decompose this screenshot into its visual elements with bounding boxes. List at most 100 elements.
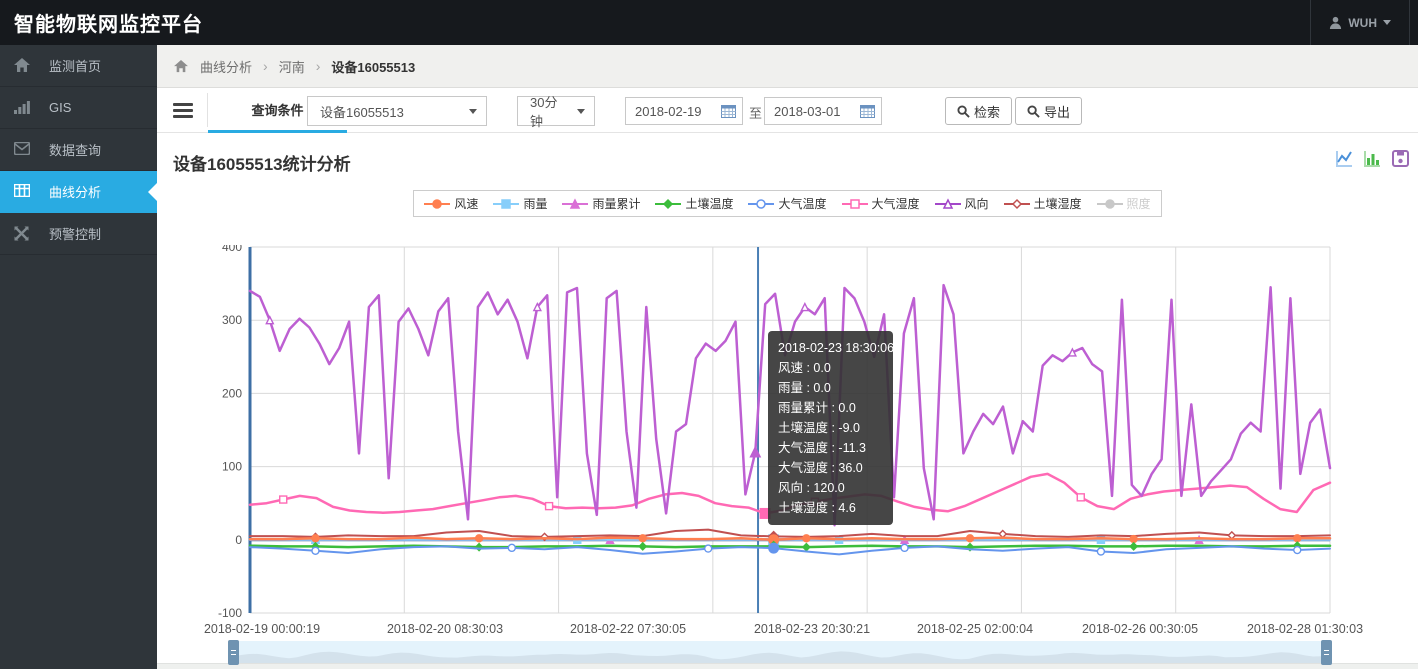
legend-marker-triangle (934, 197, 961, 209)
sidebar-item-5[interactable]: 预警控制 (0, 213, 157, 255)
breadcrumb-separator: › (315, 58, 321, 74)
svg-text:2018-02-20 08:30:03: 2018-02-20 08:30:03 (387, 622, 503, 636)
home-icon (174, 59, 188, 73)
breadcrumb-item-3: 设备16055513 (331, 59, 416, 75)
table-icon (14, 183, 32, 200)
export-button-label: 导出 (1044, 104, 1071, 120)
datazoom-slider[interactable] (157, 640, 1418, 665)
date-from-input[interactable]: 2018-02-19 (625, 97, 743, 125)
legend-item-4[interactable]: 土壤温度 (655, 195, 733, 212)
calendar-icon[interactable] (721, 104, 736, 118)
legend-item-5[interactable]: 大气温度 (748, 195, 827, 212)
legend-label: 照度 (1126, 197, 1151, 211)
chevron-down-icon (577, 109, 585, 114)
legend-item-9[interactable]: 照度 (1096, 195, 1151, 212)
svg-text:300: 300 (222, 313, 242, 327)
legend-label: 雨量累计 (592, 197, 641, 211)
line-chart[interactable]: 400 300 200 100 0 -100 2018-02-19 00:00:19 2018… (157, 245, 1418, 640)
query-toolbar: 查询条件 设备16055513 30分钟 2018-02-19 至 2018-0… (157, 88, 1418, 133)
svg-text:400: 400 (222, 245, 242, 254)
arrows-icon (14, 226, 32, 242)
legend-label: 土壤温度 (685, 197, 734, 211)
legend-label: 大气温度 (778, 197, 827, 211)
bar-chart-icon[interactable] (1362, 148, 1383, 169)
sidebar-item-4[interactable]: 曲线分析 (0, 171, 157, 213)
svg-text:2018-02-23 20:30:21: 2018-02-23 20:30:21 (754, 622, 870, 636)
home-icon (14, 57, 32, 74)
legend-item-8[interactable]: 土壤湿度 (1003, 195, 1082, 212)
calendar-icon[interactable] (860, 104, 875, 118)
line-chart-icon[interactable] (1334, 148, 1355, 169)
legend-item-6[interactable]: 大气湿度 (841, 195, 920, 212)
active-item-arrow (148, 182, 157, 201)
user-name: WUH (1348, 15, 1377, 30)
breadcrumb: 曲线分析 › 河南 › 设备16055513 (157, 45, 1418, 88)
sidebar-item-label: GIS (49, 100, 72, 115)
datazoom-left-handle[interactable] (228, 640, 239, 665)
svg-text:2018-02-19 00:00:19: 2018-02-19 00:00:19 (204, 622, 320, 636)
legend-marker-diamond (1003, 198, 1030, 209)
svg-text:100: 100 (222, 460, 242, 474)
divider (207, 93, 208, 127)
svg-text:2018-02-22 07:30:05: 2018-02-22 07:30:05 (570, 622, 686, 636)
legend-marker-diamond (655, 198, 682, 209)
app-title: 智能物联网监控平台 (14, 14, 203, 36)
search-button-label: 检索 (974, 104, 1001, 120)
legend-marker-circle (1096, 198, 1123, 209)
sidebar-item-2[interactable]: GIS (0, 87, 157, 129)
legend-label: 风向 (964, 197, 989, 211)
legend-label: 土壤湿度 (1033, 197, 1082, 211)
legend-item-7[interactable]: 风向 (934, 195, 989, 212)
legend-item-1[interactable]: 风速 (424, 195, 478, 212)
legend-marker-circle (748, 198, 775, 209)
sidebar-item-label: 监测首页 (49, 59, 102, 74)
date-from-value: 2018-02-19 (635, 103, 702, 119)
svg-text:-100: -100 (218, 606, 242, 620)
page-bottom-strip (157, 663, 1418, 669)
sidebar-item-label: 曲线分析 (49, 185, 102, 200)
legend-item-3[interactable]: 雨量累计 (562, 195, 640, 212)
svg-text:200: 200 (222, 386, 242, 400)
sidebar: 监测首页 GIS 数据查询曲线分析预警控制 (0, 45, 157, 669)
date-to-value: 2018-03-01 (774, 103, 841, 119)
svg-text:0: 0 (235, 533, 242, 547)
breadcrumb-separator: › (263, 58, 268, 74)
legend-marker-square (841, 198, 868, 209)
signal-icon (14, 100, 32, 116)
breadcrumb-item-2[interactable]: 河南 (278, 59, 305, 75)
tab-query-conditions[interactable]: 查询条件 (208, 88, 347, 133)
device-select[interactable]: 设备16055513 (307, 96, 487, 126)
datazoom-track[interactable] (233, 641, 1327, 663)
export-button[interactable]: 导出 (1015, 97, 1083, 125)
chart-title: 设备16055513统计分析 (173, 155, 351, 174)
sidebar-item-1[interactable]: 监测首页 (0, 45, 157, 87)
sidebar-item-label: 数据查询 (49, 143, 102, 158)
breadcrumb-item-1[interactable]: 曲线分析 (200, 59, 253, 75)
datazoom-right-handle[interactable] (1321, 640, 1332, 665)
chevron-down-icon (1383, 20, 1391, 25)
hamburger-menu-icon[interactable] (173, 98, 199, 122)
save-image-icon[interactable] (1390, 148, 1411, 169)
legend-marker-circle (424, 198, 451, 209)
app-header: 智能物联网监控平台 WUH (0, 0, 1418, 45)
sidebar-item-3[interactable]: 数据查询 (0, 129, 157, 171)
search-button[interactable]: 检索 (945, 97, 1013, 125)
legend-label: 雨量 (523, 197, 548, 211)
sidebar-item-label: 预警控制 (49, 227, 102, 242)
legend-marker-square (493, 198, 520, 209)
user-icon (1329, 16, 1342, 29)
inbox-icon (14, 141, 32, 158)
legend-marker-triangle (562, 197, 589, 209)
search-icon (957, 104, 970, 118)
device-select-value: 设备16055513 (320, 104, 404, 120)
user-menu[interactable]: WUH (1310, 0, 1410, 45)
interval-select-value: 30分钟 (530, 95, 558, 129)
search-icon (1027, 104, 1040, 118)
legend-label: 大气湿度 (871, 197, 920, 211)
legend-item-2[interactable]: 雨量 (493, 195, 547, 212)
interval-select[interactable]: 30分钟 (517, 95, 595, 129)
chevron-down-icon (469, 109, 477, 114)
svg-text:2018-02-26 00:30:05: 2018-02-26 00:30:05 (1082, 622, 1198, 636)
date-range-to-label: 至 (749, 106, 763, 121)
date-to-input[interactable]: 2018-03-01 (764, 97, 882, 125)
